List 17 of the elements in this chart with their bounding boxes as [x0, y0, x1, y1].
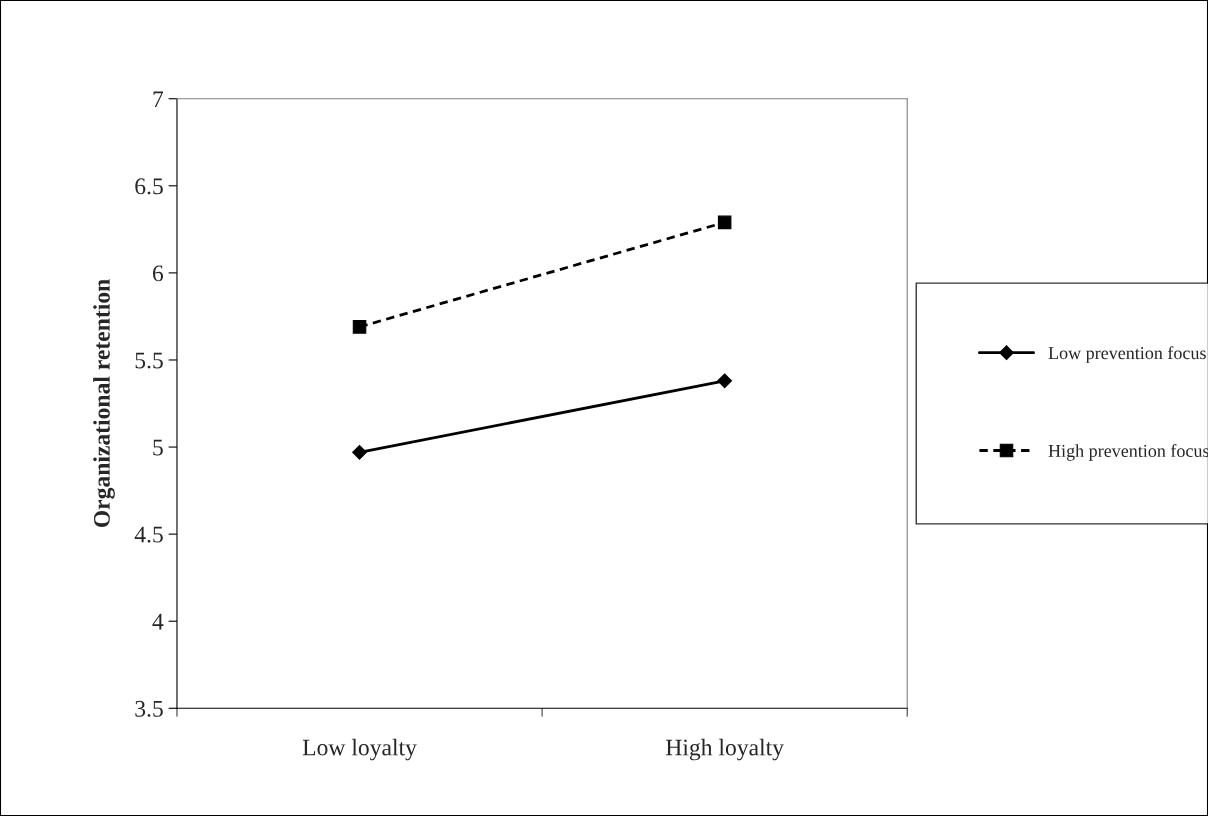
point — [717, 215, 732, 230]
y-tick-label: 5 — [153, 439, 163, 456]
y-tick-label: 3.5 — [135, 700, 163, 717]
point — [352, 320, 367, 334]
y-tick-label: 5.5 — [135, 352, 163, 369]
x-tick-label: Low loyalty — [302, 738, 417, 761]
y-tick-label: 4 — [152, 613, 164, 630]
legend-label: High prevention focus — [1048, 444, 1208, 461]
y-tick-label: 4.5 — [134, 526, 163, 543]
x-tick-label: High loyalty — [665, 738, 784, 761]
y-tick-label: 7 — [153, 91, 164, 107]
legend-label: Low prevention focus — [1048, 346, 1206, 363]
y-tick-label: 6 — [152, 265, 164, 282]
y-tick-label: 6.5 — [135, 178, 163, 195]
y-axis-title: Organizational retention — [93, 279, 115, 528]
point — [717, 373, 733, 389]
point — [352, 444, 367, 460]
